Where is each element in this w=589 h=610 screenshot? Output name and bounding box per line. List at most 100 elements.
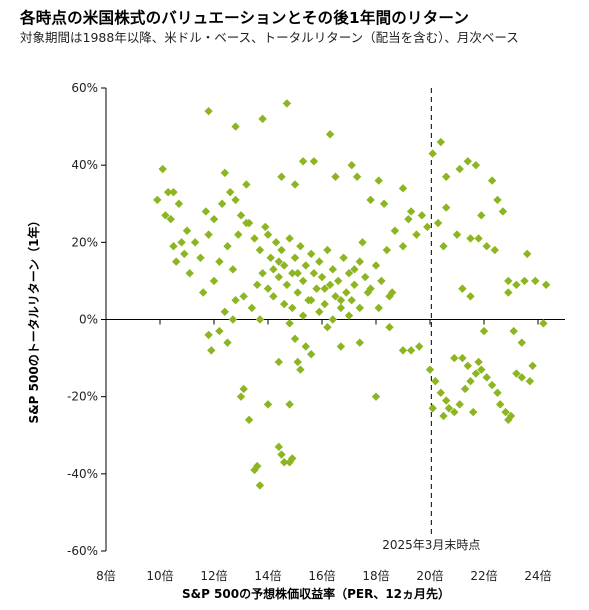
- data-point: [436, 137, 445, 147]
- data-point: [196, 253, 205, 262]
- data-point: [204, 230, 213, 239]
- data-point: [450, 353, 459, 363]
- data-point: [293, 269, 302, 278]
- data-point: [355, 257, 364, 266]
- reference-label-background: [379, 537, 484, 553]
- x-tick-label: 8倍: [96, 568, 116, 583]
- data-point: [417, 211, 427, 220]
- data-point: [277, 450, 286, 459]
- data-point: [209, 276, 219, 286]
- data-point: [412, 230, 421, 239]
- data-point: [301, 342, 310, 351]
- data-point: [374, 176, 383, 185]
- data-point: [282, 99, 292, 108]
- data-point: [247, 303, 256, 313]
- x-tick-label: 22倍: [470, 568, 497, 583]
- data-point: [271, 238, 281, 247]
- data-point: [352, 172, 362, 181]
- data-point: [342, 288, 351, 297]
- data-point: [255, 245, 265, 255]
- data-point: [153, 195, 162, 205]
- data-point: [442, 172, 451, 181]
- data-point: [315, 257, 324, 266]
- data-point: [228, 315, 238, 324]
- data-point: [336, 342, 346, 351]
- data-point: [406, 207, 416, 216]
- data-point: [280, 299, 289, 309]
- x-tick-label: 10倍: [146, 568, 173, 583]
- data-point: [285, 234, 294, 243]
- data-point: [428, 404, 437, 413]
- data-point: [204, 330, 213, 340]
- x-tick-label: 14倍: [254, 568, 281, 583]
- data-point: [244, 415, 254, 425]
- data-point: [520, 276, 529, 286]
- data-point: [525, 377, 535, 386]
- data-point: [290, 180, 300, 189]
- data-point: [239, 292, 248, 301]
- data-point: [274, 357, 283, 367]
- data-point: [496, 400, 505, 409]
- data-point: [309, 269, 319, 278]
- data-point: [277, 245, 286, 255]
- data-point: [512, 280, 521, 289]
- data-point: [307, 296, 316, 305]
- data-point: [261, 222, 270, 232]
- data-point: [450, 407, 459, 417]
- data-point: [169, 187, 178, 197]
- data-point: [204, 106, 213, 116]
- data-point: [236, 392, 246, 401]
- data-point: [217, 199, 227, 208]
- data-point: [504, 276, 513, 286]
- data-point: [301, 261, 310, 270]
- data-point: [201, 207, 211, 216]
- data-point: [325, 130, 335, 139]
- data-point: [328, 265, 337, 274]
- y-tick-label: 40%: [71, 158, 98, 172]
- data-point: [398, 241, 408, 251]
- data-point: [239, 384, 248, 394]
- data-point: [190, 238, 200, 247]
- x-tick-label: 16倍: [308, 568, 335, 583]
- data-point: [234, 230, 243, 239]
- data-point: [350, 280, 359, 289]
- data-point: [285, 400, 294, 409]
- data-point: [223, 338, 232, 347]
- data-point: [442, 203, 451, 212]
- data-point: [242, 180, 251, 189]
- x-tick-label: 20倍: [416, 568, 443, 583]
- data-point: [487, 176, 497, 185]
- data-point: [220, 168, 229, 178]
- data-point: [274, 257, 283, 266]
- data-point: [177, 238, 186, 247]
- data-point: [344, 311, 354, 320]
- data-point: [477, 365, 486, 374]
- data-point: [323, 323, 332, 332]
- data-point: [379, 199, 389, 208]
- data-point: [328, 315, 337, 324]
- y-tick-label: -60%: [67, 544, 98, 558]
- data-point: [382, 245, 391, 255]
- data-point: [460, 384, 470, 394]
- data-point: [471, 160, 481, 170]
- data-point: [182, 226, 192, 235]
- data-point: [509, 326, 518, 336]
- data-point: [280, 261, 289, 270]
- data-point: [347, 160, 356, 170]
- data-point: [361, 272, 370, 282]
- data-point: [504, 288, 513, 297]
- data-point: [285, 319, 294, 328]
- data-point: [166, 214, 175, 224]
- data-point: [363, 288, 373, 297]
- data-point: [415, 342, 424, 351]
- data-point: [163, 187, 173, 197]
- data-point: [315, 307, 324, 316]
- data-point: [325, 280, 335, 289]
- data-point: [250, 465, 259, 475]
- data-point: [504, 415, 513, 425]
- data-point: [498, 207, 508, 216]
- data-point: [469, 407, 478, 417]
- data-point: [174, 199, 184, 208]
- data-point: [428, 149, 437, 158]
